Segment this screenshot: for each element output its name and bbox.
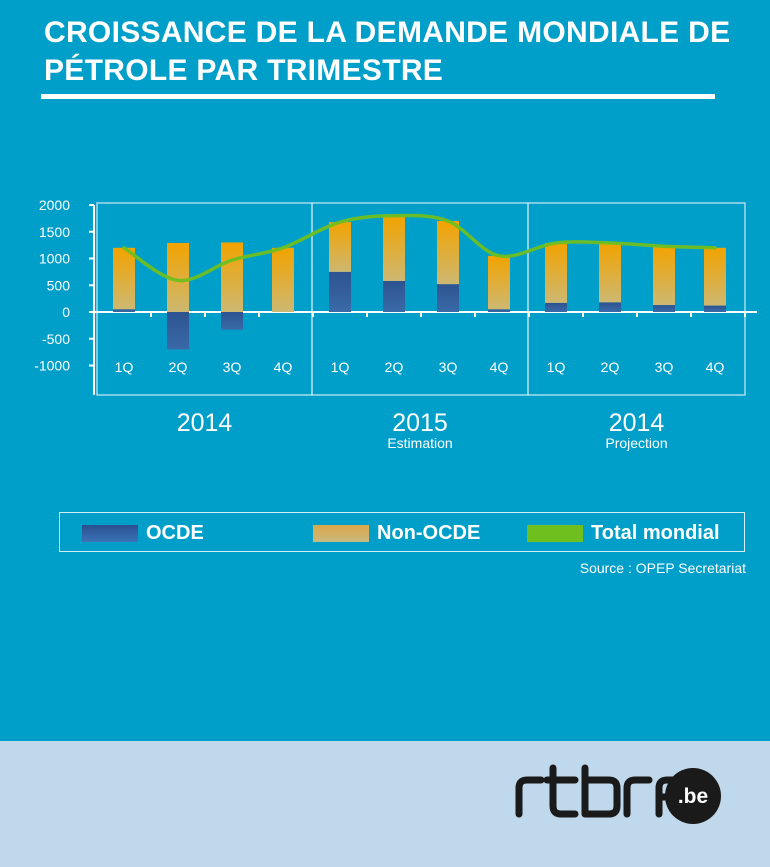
legend-label-total: Total mondial bbox=[591, 521, 720, 544]
quarter-label: 4Q bbox=[706, 359, 725, 375]
year-label: 2015 bbox=[392, 409, 448, 437]
legend-swatch-total bbox=[527, 524, 583, 542]
y-tick-label: 500 bbox=[47, 277, 71, 293]
page-title: CROISSANCE DE LA DEMANDE MONDIALE DE PÉT… bbox=[44, 16, 731, 87]
bar-non-ocde bbox=[113, 247, 135, 310]
y-tick-label: 0 bbox=[62, 304, 70, 320]
legend-item-non-ocde: Non-OCDE bbox=[313, 513, 480, 553]
footer bbox=[0, 741, 770, 867]
bar-non-ocde bbox=[704, 247, 726, 306]
year-label: 2014 bbox=[609, 409, 665, 437]
bar-ocde bbox=[329, 271, 351, 312]
quarter-label: 4Q bbox=[274, 359, 293, 375]
chart: 2000 1500 1000 500 0 -500 -1000 1Q 2Q 3Q 4Q 2014 1Q… bbox=[34, 197, 757, 451]
year-sublabel: Estimation bbox=[387, 435, 452, 451]
y-tick-label: -500 bbox=[42, 331, 70, 347]
bar-ocde bbox=[545, 302, 567, 312]
quarter-label: 2Q bbox=[169, 359, 188, 375]
total-line bbox=[122, 213, 717, 283]
y-tick-label: -1000 bbox=[34, 358, 70, 374]
quarter-label: 2Q bbox=[601, 359, 620, 375]
bar-ocde bbox=[383, 280, 405, 312]
quarter-label: 1Q bbox=[547, 359, 566, 375]
legend-swatch-ocde bbox=[82, 524, 138, 542]
bar-non-ocde bbox=[437, 221, 459, 285]
quarter-label: 4Q bbox=[490, 359, 509, 375]
bar-ocde bbox=[488, 309, 510, 312]
year-sublabel: Projection bbox=[605, 435, 667, 451]
quarter-label: 3Q bbox=[439, 359, 458, 375]
bar-non-ocde bbox=[272, 247, 294, 312]
bar-non-ocde bbox=[329, 222, 351, 272]
legend-label-non-ocde: Non-OCDE bbox=[377, 521, 481, 544]
source-note: Source : OPEP Secretariat bbox=[579, 560, 746, 576]
legend-item-total: Total mondial bbox=[527, 513, 720, 553]
bar-non-ocde bbox=[488, 255, 510, 310]
bar-ocde bbox=[221, 312, 243, 330]
bar-non-ocde bbox=[545, 242, 567, 303]
bar-non-ocde bbox=[653, 246, 675, 306]
bar-ocde bbox=[599, 302, 621, 312]
legend-swatch-non-ocde bbox=[313, 524, 369, 542]
bar-non-ocde bbox=[383, 215, 405, 281]
bar-non-ocde bbox=[221, 242, 243, 312]
bar-ocde bbox=[167, 312, 189, 350]
quarter-label: 1Q bbox=[115, 359, 134, 375]
bar-ocde bbox=[437, 284, 459, 312]
bar-non-ocde bbox=[167, 242, 189, 312]
legend-label-ocde: OCDE bbox=[146, 521, 204, 544]
title-underline bbox=[41, 94, 715, 99]
y-tick-label: 1000 bbox=[39, 251, 70, 267]
bar-non-ocde bbox=[599, 242, 621, 303]
quarter-label: 3Q bbox=[655, 359, 674, 375]
bar-ocde bbox=[653, 305, 675, 312]
y-tick-label: 1500 bbox=[39, 224, 70, 240]
quarter-label: 1Q bbox=[331, 359, 350, 375]
year-label: 2014 bbox=[177, 409, 233, 437]
y-tick-label: 2000 bbox=[39, 197, 70, 213]
legend: OCDE Non-OCDE Total mondial bbox=[59, 512, 745, 552]
legend-item-ocde: OCDE bbox=[82, 513, 204, 553]
quarter-label: 2Q bbox=[385, 359, 404, 375]
logo-suffix: .be bbox=[678, 785, 708, 808]
group-frame bbox=[527, 202, 746, 396]
bar-ocde bbox=[704, 305, 726, 312]
bar-ocde bbox=[113, 309, 135, 312]
rtbf-logo: .be bbox=[515, 764, 721, 824]
quarter-label: 3Q bbox=[223, 359, 242, 375]
